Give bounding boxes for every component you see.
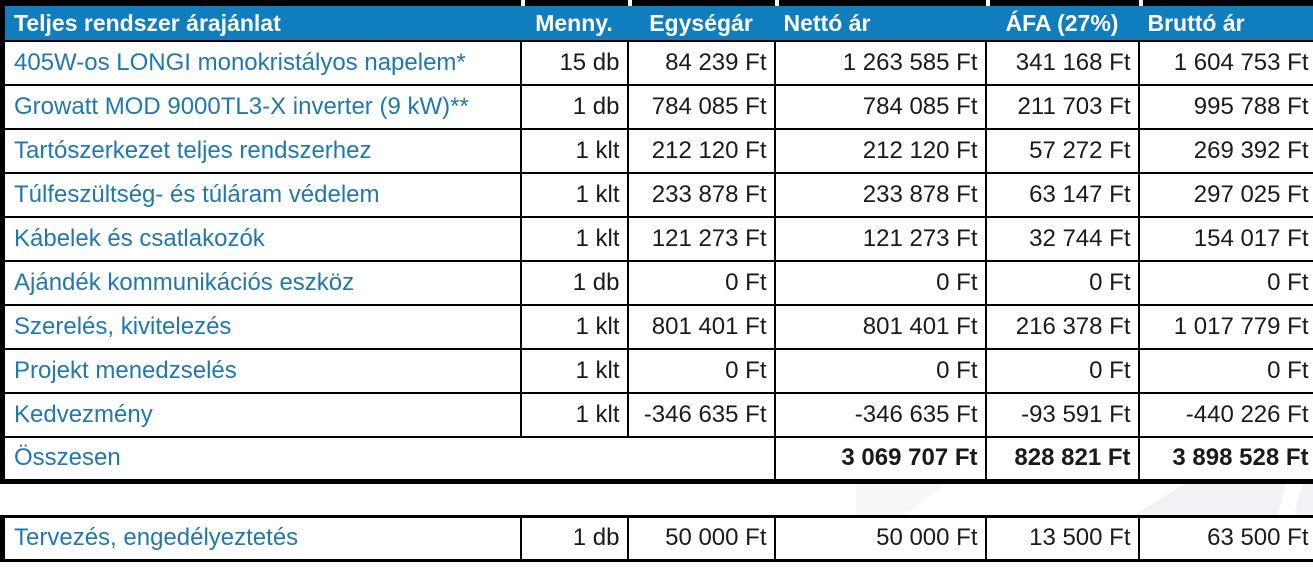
vat-cell: 341 168 Ft	[984, 40, 1140, 86]
table-row: Kedvezmény 1 klt -346 635 Ft -346 635 Ft -93…	[1, 392, 1313, 438]
net-price-cell: 233 878 Ft	[773, 172, 987, 218]
net-price-cell: -346 635 Ft	[773, 392, 987, 438]
watermark-shape	[1135, 483, 1313, 515]
vat-cell: 0 Ft	[984, 260, 1140, 306]
total-vat-cell: 828 821 Ft	[984, 436, 1140, 484]
table-row: Tervezés, engedélyeztetés 1 db 50 000 Ft…	[1, 516, 1313, 560]
net-price-cell: 784 085 Ft	[773, 84, 987, 130]
unit-price-cell: 233 878 Ft	[626, 172, 776, 218]
gross-price-cell: 63 500 Ft	[1137, 516, 1313, 560]
column-header-title: Teljes rendszer árajánlat	[2, 6, 521, 42]
watermark-shape	[856, 483, 946, 515]
column-header-vat: ÁFA (27%)	[985, 6, 1139, 42]
quote-table: Teljes rendszer árajánlat Menny. Egységá…	[0, 6, 1313, 484]
top-border-notch	[628, 0, 632, 6]
top-border-notch	[775, 0, 779, 6]
vat-cell: 13 500 Ft	[984, 516, 1140, 560]
quote-table-total: Összesen 3 069 707 Ft 828 821 Ft 3 898 5…	[1, 436, 1313, 484]
item-name-cell: Szerelés, kivitelezés	[1, 304, 522, 350]
table-row: Ajándék kommunikációs eszköz 1 db 0 Ft 0 Ft…	[1, 260, 1313, 306]
unit-price-cell: 784 085 Ft	[626, 84, 776, 130]
gross-price-cell: 154 017 Ft	[1137, 216, 1313, 262]
unit-price-cell: 50 000 Ft	[626, 516, 776, 560]
gross-price-cell: 0 Ft	[1137, 260, 1313, 306]
item-name-cell: Projekt menedzselés	[1, 348, 522, 394]
item-name-cell: Kábelek és csatlakozók	[1, 216, 522, 262]
header-row: Teljes rendszer árajánlat Menny. Egységá…	[2, 6, 1313, 42]
net-price-cell: 212 120 Ft	[773, 128, 987, 174]
item-name-cell: Ajándék kommunikációs eszköz	[1, 260, 522, 306]
column-header-gross-price: Bruttó ár	[1138, 6, 1313, 42]
table-gap	[0, 483, 1313, 515]
total-row: Összesen 3 069 707 Ft 828 821 Ft 3 898 5…	[1, 436, 1313, 484]
unit-price-cell: 0 Ft	[626, 348, 776, 394]
extra-table: Tervezés, engedélyeztetés 1 db 50 000 Ft…	[0, 514, 1313, 562]
gross-price-cell: 1 017 779 Ft	[1137, 304, 1313, 350]
quantity-cell: 1 klt	[519, 392, 629, 438]
quantity-cell: 1 klt	[519, 348, 629, 394]
table-row: Túlfeszültség- és túláram védelem 1 klt 23…	[1, 172, 1313, 218]
total-gross-cell: 3 898 528 Ft	[1137, 436, 1313, 484]
vat-cell: 211 703 Ft	[984, 84, 1140, 130]
column-header-net-price: Nettó ár	[774, 6, 986, 42]
gross-price-cell: 1 604 753 Ft	[1137, 40, 1313, 86]
total-net-cell: 3 069 707 Ft	[773, 436, 987, 484]
column-header-quantity: Menny.	[520, 6, 628, 42]
net-price-cell: 0 Ft	[773, 348, 987, 394]
net-price-cell: 50 000 Ft	[773, 516, 987, 560]
unit-price-cell: 84 239 Ft	[626, 40, 776, 86]
quote-table-header: Teljes rendszer árajánlat Menny. Egységá…	[2, 6, 1313, 42]
net-price-cell: 0 Ft	[773, 260, 987, 306]
unit-price-cell: 212 120 Ft	[626, 128, 776, 174]
net-price-cell: 1 263 585 Ft	[773, 40, 987, 86]
quantity-cell: 1 db	[519, 84, 629, 130]
quantity-cell: 1 klt	[519, 304, 629, 350]
item-name-cell: 405W-os LONGI monokristályos napelem*	[1, 40, 522, 86]
vat-cell: 216 378 Ft	[984, 304, 1140, 350]
table-row: 405W-os LONGI monokristályos napelem* 15 …	[1, 40, 1313, 86]
unit-price-cell: -346 635 Ft	[626, 392, 776, 438]
quote-table-body: 405W-os LONGI monokristályos napelem* 15 …	[1, 40, 1313, 438]
top-border-notch	[986, 0, 990, 6]
net-price-cell: 121 273 Ft	[773, 216, 987, 262]
quantity-cell: 1 klt	[519, 216, 629, 262]
gross-price-cell: 995 788 Ft	[1137, 84, 1313, 130]
quantity-cell: 1 db	[519, 516, 629, 560]
total-label-cell: Összesen	[1, 436, 776, 484]
table-row: Szerelés, kivitelezés 1 klt 801 401 Ft 801 …	[1, 304, 1313, 350]
gross-price-cell: 0 Ft	[1137, 348, 1313, 394]
gross-price-cell: 269 392 Ft	[1137, 128, 1313, 174]
table-row: Kábelek és csatlakozók 1 klt 121 273 Ft 121…	[1, 216, 1313, 262]
table-row: Projekt menedzselés 1 klt 0 Ft 0 Ft 0 Ft 0 Ft	[1, 348, 1313, 394]
item-name-cell: Kedvezmény	[1, 392, 522, 438]
top-border-notch	[1139, 0, 1143, 6]
item-name-cell: Tartószerkezet teljes rendszerhez	[1, 128, 522, 174]
unit-price-cell: 121 273 Ft	[626, 216, 776, 262]
quantity-cell: 1 klt	[519, 172, 629, 218]
vat-cell: 57 272 Ft	[984, 128, 1140, 174]
unit-price-cell: 801 401 Ft	[626, 304, 776, 350]
gross-price-cell: 297 025 Ft	[1137, 172, 1313, 218]
item-name-cell: Tervezés, engedélyeztetés	[1, 516, 522, 560]
item-name-cell: Túlfeszültség- és túláram védelem	[1, 172, 522, 218]
table-row: Tartószerkezet teljes rendszerhez 1 klt 21…	[1, 128, 1313, 174]
column-header-unit-price: Egységár	[627, 6, 775, 42]
top-border-notch	[521, 0, 525, 6]
net-price-cell: 801 401 Ft	[773, 304, 987, 350]
gross-price-cell: -440 226 Ft	[1137, 392, 1313, 438]
unit-price-cell: 0 Ft	[626, 260, 776, 306]
vat-cell: -93 591 Ft	[984, 392, 1140, 438]
top-border-strip	[0, 0, 1313, 6]
quantity-cell: 15 db	[519, 40, 629, 86]
item-name-cell: Growatt MOD 9000TL3-X inverter (9 kW)**	[1, 84, 522, 130]
vat-cell: 0 Ft	[984, 348, 1140, 394]
quantity-cell: 1 db	[519, 260, 629, 306]
table-row: Growatt MOD 9000TL3-X inverter (9 kW)** 1…	[1, 84, 1313, 130]
vat-cell: 32 744 Ft	[984, 216, 1140, 262]
vat-cell: 63 147 Ft	[984, 172, 1140, 218]
quantity-cell: 1 klt	[519, 128, 629, 174]
